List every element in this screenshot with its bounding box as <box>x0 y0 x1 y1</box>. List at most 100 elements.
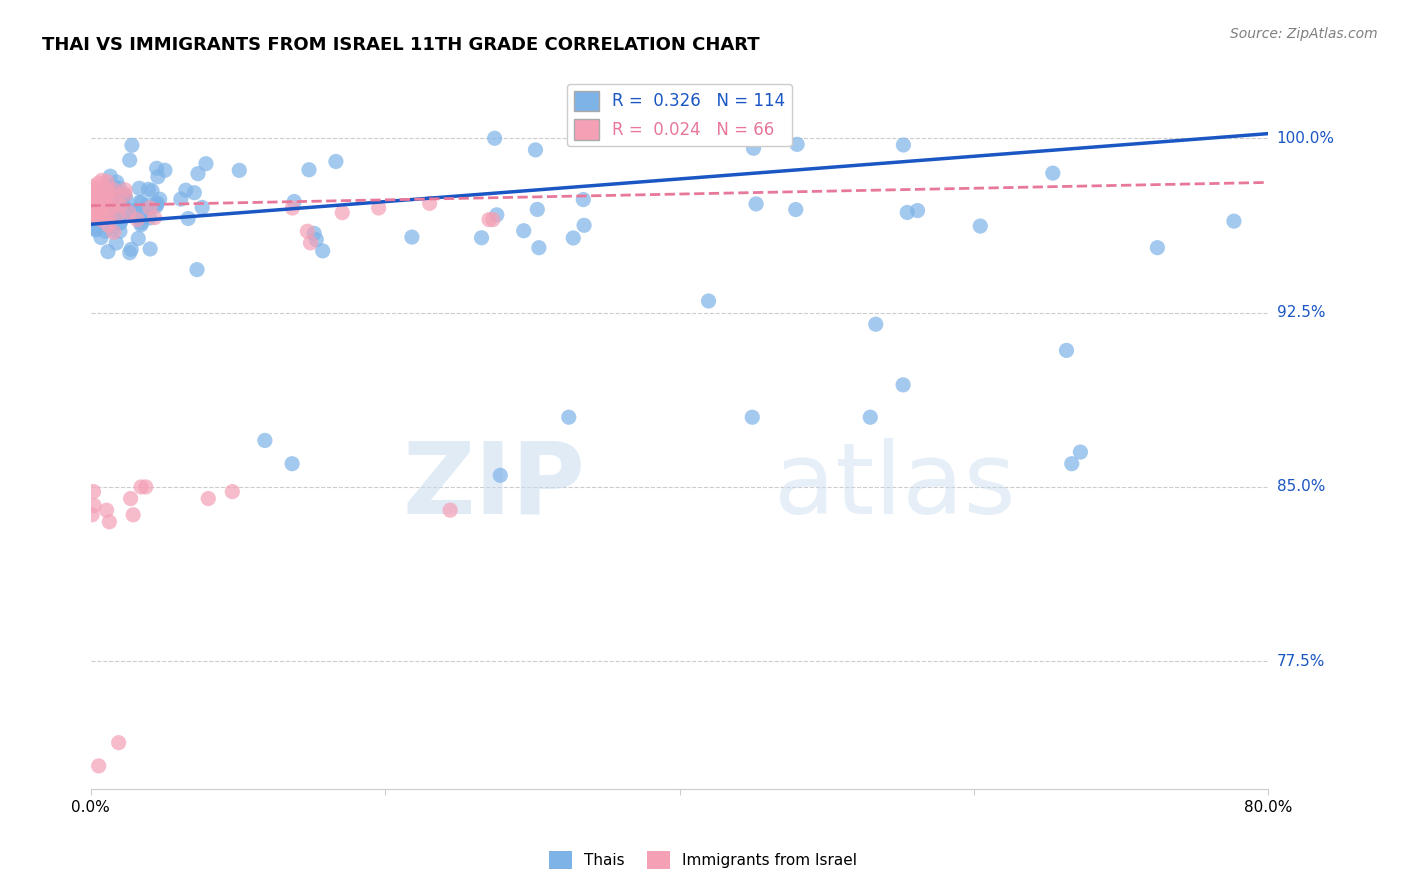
Point <box>907 203 929 218</box>
Point <box>83 499 105 513</box>
Point <box>325 154 347 169</box>
Point <box>87 176 110 190</box>
Point <box>745 197 768 211</box>
Point <box>108 224 131 238</box>
Point <box>439 503 461 517</box>
Point <box>83 200 105 214</box>
Point <box>83 210 105 224</box>
Point <box>110 216 132 230</box>
Point <box>103 225 125 239</box>
Point <box>562 231 585 245</box>
Point <box>82 202 104 216</box>
Point <box>90 206 112 220</box>
Point <box>484 131 506 145</box>
Point <box>98 194 121 209</box>
Point <box>118 245 141 260</box>
Point <box>82 200 104 214</box>
Point <box>572 193 595 207</box>
Point <box>91 205 114 219</box>
Point <box>94 189 117 203</box>
Point <box>84 219 107 234</box>
Point <box>524 143 547 157</box>
Point <box>558 410 581 425</box>
Point <box>115 207 138 221</box>
Point <box>114 187 136 202</box>
Point <box>100 205 122 219</box>
Point <box>107 208 129 222</box>
Point <box>302 227 325 241</box>
Point <box>697 293 720 308</box>
Point <box>177 211 200 226</box>
Point <box>121 138 143 153</box>
Text: 100.0%: 100.0% <box>1277 131 1334 145</box>
Point <box>283 194 305 209</box>
Text: Source: ZipAtlas.com: Source: ZipAtlas.com <box>1230 27 1378 41</box>
Point <box>1146 241 1168 255</box>
Point <box>108 198 131 212</box>
Point <box>98 169 121 184</box>
Point <box>83 202 105 217</box>
Point <box>84 181 107 195</box>
Point <box>103 183 125 197</box>
Point <box>153 163 176 178</box>
Point <box>90 197 112 211</box>
Point <box>117 204 139 219</box>
Point <box>83 197 105 211</box>
Point <box>101 209 124 223</box>
Point <box>96 175 118 189</box>
Point <box>149 192 172 206</box>
Point <box>145 161 167 176</box>
Point <box>127 212 149 227</box>
Point <box>253 434 276 448</box>
Point <box>146 169 169 184</box>
Point <box>489 468 512 483</box>
Text: 92.5%: 92.5% <box>1277 305 1326 320</box>
Point <box>97 211 120 225</box>
Point <box>82 185 104 199</box>
Point <box>89 203 111 218</box>
Point <box>526 202 548 217</box>
Point <box>83 484 105 499</box>
Point <box>485 208 508 222</box>
Point <box>197 491 219 506</box>
Point <box>146 197 169 211</box>
Point <box>90 191 112 205</box>
Point <box>114 188 136 202</box>
Point <box>108 181 131 195</box>
Point <box>108 211 131 226</box>
Point <box>84 195 107 210</box>
Point <box>94 224 117 238</box>
Point <box>128 195 150 210</box>
Point <box>103 179 125 194</box>
Point <box>86 193 108 207</box>
Point <box>135 480 157 494</box>
Point <box>785 202 807 217</box>
Point <box>228 163 250 178</box>
Point <box>136 198 159 212</box>
Point <box>114 183 136 197</box>
Point <box>482 212 505 227</box>
Point <box>97 244 120 259</box>
Point <box>297 224 319 238</box>
Point <box>107 736 129 750</box>
Point <box>101 222 124 236</box>
Point <box>100 201 122 215</box>
Point <box>97 183 120 197</box>
Point <box>312 244 335 258</box>
Point <box>107 191 129 205</box>
Point <box>117 202 139 216</box>
Point <box>129 480 152 494</box>
Point <box>131 211 153 226</box>
Text: 85.0%: 85.0% <box>1277 479 1324 494</box>
Point <box>512 224 534 238</box>
Point <box>94 203 117 218</box>
Point <box>94 197 117 211</box>
Legend: Thais, Immigrants from Israel: Thais, Immigrants from Israel <box>543 845 863 875</box>
Point <box>129 218 152 232</box>
Point <box>82 207 104 221</box>
Point <box>83 189 105 203</box>
Point <box>330 205 353 219</box>
Point <box>891 377 914 392</box>
Point <box>94 197 117 211</box>
Point <box>1069 445 1091 459</box>
